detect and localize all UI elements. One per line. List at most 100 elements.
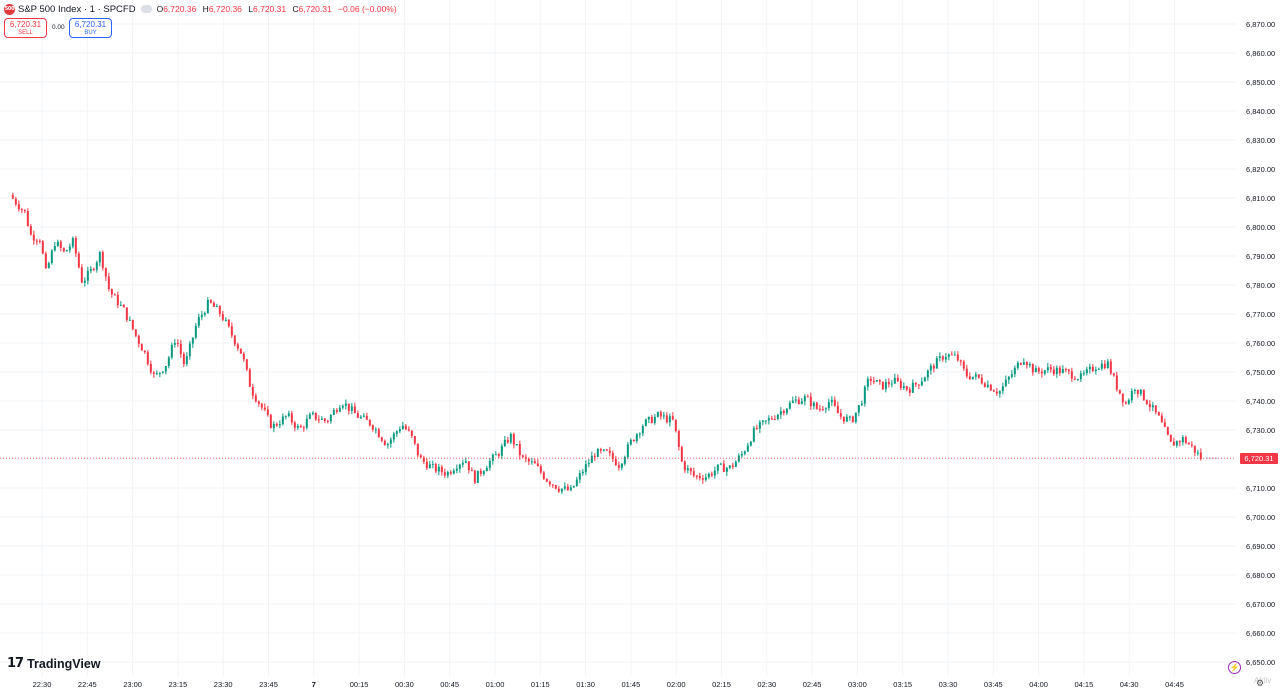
x-tick-label: 02:45 [803,680,822,689]
candle-body [803,396,806,402]
candle-body [233,335,236,345]
candle-body [1085,369,1088,374]
candle-body [440,466,443,473]
candle-body [485,467,488,472]
x-tick-label: 01:45 [622,680,641,689]
candle-body [482,471,485,474]
candle-body [242,353,245,360]
candle-body [899,381,902,388]
candle-body [293,422,296,428]
x-tick-label: 01:00 [486,680,505,689]
candle-body [1046,367,1049,371]
candle-body [146,352,149,364]
candle-body [950,354,953,356]
candle-body [287,413,290,416]
candle-body [854,412,857,423]
y-tick-label: 6,650.00 [1246,658,1275,667]
symbol-title[interactable]: S&P 500 Index · 1 · SPCFD [18,3,136,15]
candle-body [248,369,251,387]
candle-body [110,288,113,295]
candle-body [581,471,584,474]
buy-button[interactable]: 6,720.31 BUY [69,18,112,38]
candle-body [1112,373,1115,376]
candle-body [1109,361,1112,374]
candle-body [104,267,107,277]
candle-body [821,409,824,411]
candle-body [455,468,458,471]
candle-body [932,365,935,369]
candle-body [1103,363,1106,369]
candle-body [314,412,317,420]
x-tick-label: 23:30 [214,680,233,689]
candle-body [554,485,557,489]
candle-body [593,455,596,457]
candle-body [761,420,764,423]
candle-body [1154,405,1157,413]
x-tick-label: 01:15 [531,680,550,689]
gear-icon[interactable]: ⚙ [1256,678,1265,688]
candle-body [1169,434,1172,442]
candle-body [14,198,17,205]
candle-body [728,465,731,468]
candle-body [977,374,980,378]
y-tick-label: 6,660.00 [1246,629,1275,638]
x-tick-label: 02:15 [712,680,731,689]
high-label: H [202,4,209,14]
sell-button[interactable]: 6,720.31 SELL [4,18,47,38]
candle-body [755,427,758,429]
symbol-legend[interactable]: 500 S&P 500 Index · 1 · SPCFD O6,720.36 … [4,3,401,15]
candle-body [446,472,449,476]
candle-body [845,416,848,422]
candle-body [269,414,272,429]
candle-body [161,371,164,373]
candle-body [548,481,551,485]
candle-body [335,410,338,412]
candle-body [1055,367,1058,374]
candle-body [431,463,434,465]
candle-body [962,361,965,369]
candle-body [887,382,890,385]
candle-body [140,344,143,351]
candle-body [701,478,704,480]
candle-body [1040,371,1043,374]
candle-body [830,399,833,403]
candle-body [1190,444,1193,446]
candle-body [809,396,812,407]
candle-body [20,209,23,211]
candle-body [851,416,854,423]
x-tick-label: 03:30 [939,680,958,689]
candle-body [62,247,65,252]
candle-body [1043,370,1046,374]
candle-body [80,267,83,283]
candle-body [647,416,650,420]
candle-body [815,402,818,409]
candle-body [1025,362,1028,366]
candle-body [320,418,323,420]
candle-body [113,294,116,296]
candle-body [1079,373,1082,380]
candle-body [356,413,359,418]
candle-body [956,354,959,361]
y-tick-label: 6,740.00 [1246,397,1275,406]
candle-body [683,461,686,471]
candle-body [905,386,908,390]
candle-body [338,407,341,412]
tradingview-logo[interactable]: 17 TradingView [7,656,101,671]
bolt-icon[interactable]: ⚡ [1228,661,1241,674]
candle-body [176,343,179,345]
candle-body [644,419,647,426]
candle-body [170,344,173,358]
candle-body [380,437,383,441]
candle-body [1049,367,1052,370]
candle-body [182,353,185,364]
x-tick-label: 7 [312,680,316,689]
candle-body [539,466,542,473]
candle-body [164,366,167,372]
watermark-text: Aktiv [1254,676,1272,685]
y-tick-label: 6,770.00 [1246,310,1275,319]
candle-body [158,372,161,374]
candle-body [953,354,956,356]
candle-body [626,444,629,458]
eye-icon[interactable] [140,5,152,13]
